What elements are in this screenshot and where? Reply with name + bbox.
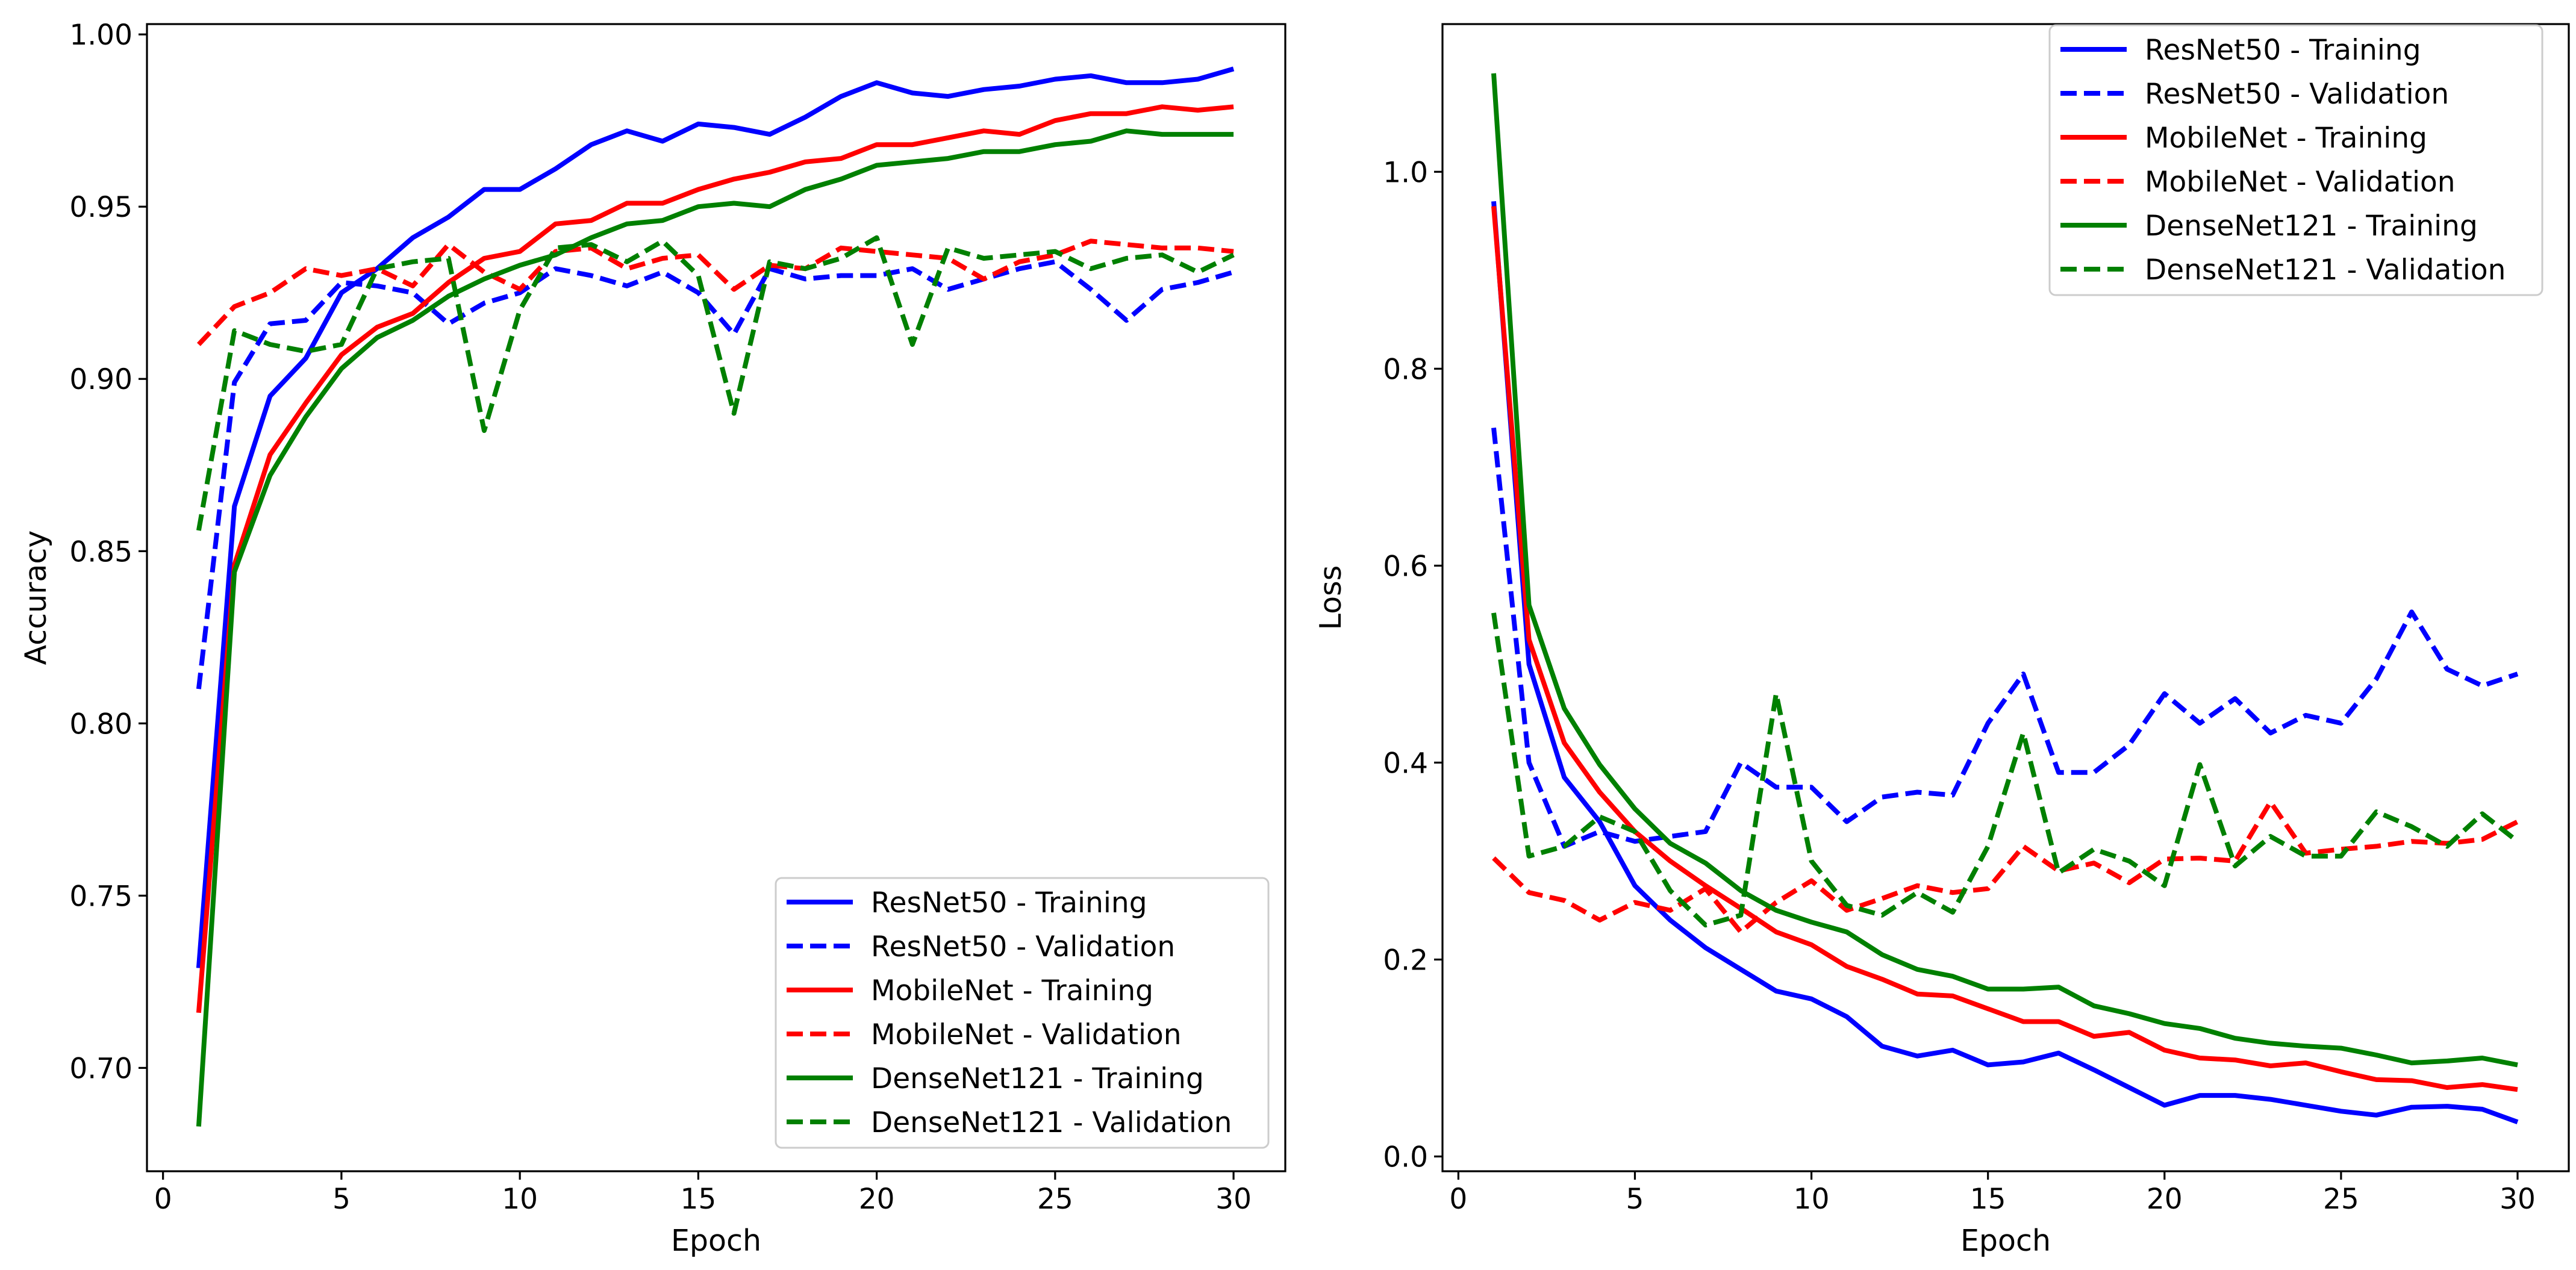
plot-frame	[1441, 23, 2570, 1172]
x-tick-label: 25	[1037, 1183, 1073, 1216]
x-tick-label: 5	[1626, 1183, 1644, 1216]
y-tick-label: 0.0	[1383, 1141, 1428, 1174]
x-tick-label: 10	[502, 1183, 538, 1216]
series-line-resnet50-training	[1491, 201, 2519, 1124]
x-tick-label: 20	[2147, 1183, 2183, 1216]
legend-label: ResNet50 - Validation	[2145, 78, 2449, 111]
y-tick-label: 0.4	[1383, 747, 1428, 780]
legend-label: ResNet50 - Training	[871, 886, 1147, 920]
y-tick-label: 0.95	[69, 191, 133, 224]
series-line-resnet50-training	[196, 66, 1235, 968]
y-tick-label: 1.00	[69, 19, 133, 52]
x-tick-label: 0	[154, 1183, 172, 1216]
legend-label: ResNet50 - Training	[2145, 34, 2421, 67]
y-tick-label: 0.70	[69, 1052, 133, 1085]
legend-label: DenseNet121 - Training	[871, 1062, 1204, 1095]
x-tick-label: 20	[859, 1183, 895, 1216]
legend: ResNet50 - Training ResNet50 - Validation…	[2048, 24, 2543, 296]
x-tick-label: 30	[1215, 1183, 1252, 1216]
x-tick-label: 15	[680, 1183, 716, 1216]
legend-label: MobileNet - Training	[871, 974, 1153, 1007]
accuracy-chart: 0 5 10 15 20 25 30 0.70 0.75 0.80 0.85 0.90 0.95 1.00…	[19, 19, 1286, 1258]
x-tick-label: 15	[1970, 1183, 2006, 1216]
x-tick-label: 5	[332, 1183, 351, 1216]
y-tick-label: 0.6	[1383, 550, 1428, 583]
y-axis-label: Accuracy	[19, 531, 53, 665]
y-tick-label: 0.85	[69, 535, 133, 568]
legend-box	[775, 877, 1270, 1149]
y-axis-label: Loss	[1314, 565, 1348, 630]
legend-box	[2048, 24, 2543, 296]
legend-label: DenseNet121 - Validation	[871, 1106, 1232, 1139]
y-tick-label: 0.75	[69, 880, 133, 913]
series-line-densenet121-validation	[196, 235, 1235, 531]
y-tick-label: 1.0	[1383, 156, 1428, 189]
x-tick-label: 25	[2323, 1183, 2359, 1216]
y-tick-label: 0.80	[69, 708, 133, 741]
x-axis-label: Epoch	[1960, 1224, 2051, 1258]
y-tick-label: 0.8	[1383, 353, 1428, 386]
series-line-densenet121-training	[1491, 73, 2518, 1068]
series-line-resnet50-validation	[196, 259, 1235, 689]
x-tick-label: 10	[1794, 1183, 1830, 1216]
legend-label: MobileNet - Training	[2145, 122, 2427, 155]
legend-label: MobileNet - Validation	[2145, 166, 2456, 199]
x-axis-label: Epoch	[671, 1224, 761, 1258]
legend-label: DenseNet121 - Training	[2145, 210, 2478, 243]
legend-label: MobileNet - Validation	[871, 1018, 1182, 1051]
legend-label: ResNet50 - Validation	[871, 930, 1175, 963]
plot-frame	[146, 23, 1286, 1172]
y-tick-label: 0.2	[1383, 944, 1428, 977]
series-line-mobilenet-training	[1491, 206, 2518, 1092]
x-tick-label: 0	[1449, 1183, 1467, 1216]
y-tick-label: 0.90	[69, 363, 133, 396]
series-line-mobilenet-training	[196, 104, 1234, 1013]
loss-chart: 0 5 10 15 20 25 30 0.0 0.2 0.4 0.6 0.8 1.0 Epoch Loss R…	[1314, 23, 2570, 1258]
series-line-densenet121-validation	[1491, 612, 2519, 928]
x-tick-label: 30	[2500, 1183, 2536, 1216]
legend: ResNet50 - Training ResNet50 - Validation…	[775, 877, 1270, 1149]
series-line-mobilenet-validation	[196, 238, 1234, 346]
legend-label: DenseNet121 - Validation	[2145, 254, 2506, 287]
series-line-densenet121-training	[196, 128, 1234, 1127]
